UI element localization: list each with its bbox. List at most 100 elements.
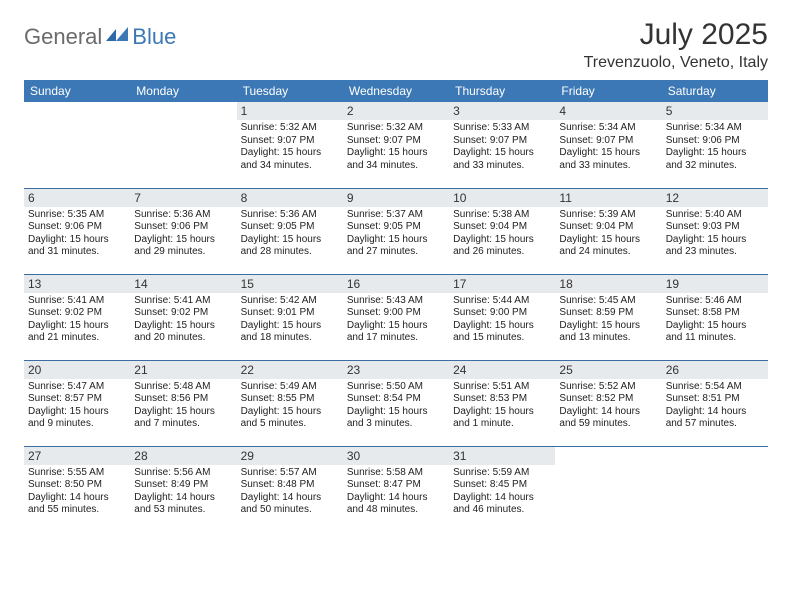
day-details: Sunrise: 5:33 AMSunset: 9:07 PMDaylight:…: [453, 122, 551, 172]
calendar-cell: 20Sunrise: 5:47 AMSunset: 8:57 PMDayligh…: [24, 360, 130, 446]
day-details: Sunrise: 5:36 AMSunset: 9:06 PMDaylight:…: [134, 209, 232, 259]
day-details: Sunrise: 5:32 AMSunset: 9:07 PMDaylight:…: [347, 122, 445, 172]
calendar-cell: 17 Sunrise: 5:44 AMSunset: 9:00 PMDayligh…: [449, 274, 555, 360]
day-number: 7: [130, 189, 236, 207]
calendar-cell: 23Sunrise: 5:50 AMSunset: 8:54 PMDayligh…: [343, 360, 449, 446]
day-number: [662, 447, 768, 465]
day-details: Sunrise: 5:36 AMSunset: 9:05 PMDaylight:…: [241, 209, 339, 259]
day-number: 18: [555, 275, 661, 293]
day-number: 28: [130, 447, 236, 465]
day-details: Sunrise: 5:41 AMSunset: 9:02 PMDaylight:…: [134, 295, 232, 345]
day-details: Sunrise: 5:37 AMSunset: 9:05 PMDaylight:…: [347, 209, 445, 259]
day-number: 6: [24, 189, 130, 207]
day-details: Sunrise: 5:50 AMSunset: 8:54 PMDaylight:…: [347, 381, 445, 431]
calendar-cell: 27Sunrise: 5:55 AMSunset: 8:50 PMDayligh…: [24, 446, 130, 532]
day-number: 25: [555, 361, 661, 379]
day-number: 30: [343, 447, 449, 465]
calendar-cell: 9 Sunrise: 5:37 AMSunset: 9:05 PMDaylight…: [343, 188, 449, 274]
logo: General Blue: [24, 24, 176, 50]
day-number: [130, 102, 236, 120]
calendar-row: 13Sunrise: 5:41 AMSunset: 9:02 PMDayligh…: [24, 274, 768, 360]
calendar-cell: 18 Sunrise: 5:45 AMSunset: 8:59 PMDayligh…: [555, 274, 661, 360]
calendar-row: 1Sunrise: 5:32 AMSunset: 9:07 PMDaylight…: [24, 102, 768, 188]
calendar-cell: 10 Sunrise: 5:38 AMSunset: 9:04 PMDayligh…: [449, 188, 555, 274]
logo-word1: General: [24, 24, 102, 50]
day-number: 22: [237, 361, 343, 379]
calendar-cell: 2 Sunrise: 5:32 AMSunset: 9:07 PMDaylight…: [343, 102, 449, 188]
calendar-cell: 14 Sunrise: 5:41 AMSunset: 9:02 PMDayligh…: [130, 274, 236, 360]
day-number: [555, 447, 661, 465]
title-block: July 2025 Trevenzuolo, Veneto, Italy: [584, 18, 768, 72]
day-details: Sunrise: 5:54 AMSunset: 8:51 PMDaylight:…: [666, 381, 764, 431]
calendar-page: General Blue July 2025 Trevenzuolo, Vene…: [0, 0, 792, 612]
calendar-row: 27Sunrise: 5:55 AMSunset: 8:50 PMDayligh…: [24, 446, 768, 532]
day-details: Sunrise: 5:40 AMSunset: 9:03 PMDaylight:…: [666, 209, 764, 259]
day-number: 31: [449, 447, 555, 465]
calendar-cell: [662, 446, 768, 532]
day-details: Sunrise: 5:34 AMSunset: 9:07 PMDaylight:…: [559, 122, 657, 172]
calendar-cell: [24, 102, 130, 188]
day-number: 17: [449, 275, 555, 293]
calendar-cell: 31Sunrise: 5:59 AMSunset: 8:45 PMDayligh…: [449, 446, 555, 532]
day-number: 29: [237, 447, 343, 465]
day-number: 26: [662, 361, 768, 379]
day-number: 27: [24, 447, 130, 465]
day-header-row: Sunday Monday Tuesday Wednesday Thursday…: [24, 80, 768, 102]
flag-icon: [106, 27, 130, 45]
col-friday: Friday: [555, 80, 661, 102]
day-number: 10: [449, 189, 555, 207]
calendar-cell: [130, 102, 236, 188]
calendar-cell: 13 Sunrise: 5:41 AMSunset: 9:02 PMDayligh…: [24, 274, 130, 360]
day-number: 4: [555, 102, 661, 120]
day-number: 3: [449, 102, 555, 120]
calendar-cell: 4 Sunrise: 5:34 AMSunset: 9:07 PMDaylight…: [555, 102, 661, 188]
calendar-cell: 1 Sunrise: 5:32 AMSunset: 9:07 PMDaylight…: [237, 102, 343, 188]
day-details: Sunrise: 5:52 AMSunset: 8:52 PMDaylight:…: [559, 381, 657, 431]
header: General Blue July 2025 Trevenzuolo, Vene…: [24, 18, 768, 72]
calendar-cell: 8 Sunrise: 5:36 AMSunset: 9:05 PMDaylight…: [237, 188, 343, 274]
calendar-cell: 3 Sunrise: 5:33 AMSunset: 9:07 PMDaylight…: [449, 102, 555, 188]
day-number: 14: [130, 275, 236, 293]
calendar-cell: 11Sunrise: 5:39 AMSunset: 9:04 PMDayligh…: [555, 188, 661, 274]
day-details: Sunrise: 5:41 AMSunset: 9:02 PMDaylight:…: [28, 295, 126, 345]
day-details: Sunrise: 5:58 AMSunset: 8:47 PMDaylight:…: [347, 467, 445, 517]
day-details: Sunrise: 5:44 AMSunset: 9:00 PMDaylight:…: [453, 295, 551, 345]
day-number: 21: [130, 361, 236, 379]
calendar-cell: 16Sunrise: 5:43 AMSunset: 9:00 PMDayligh…: [343, 274, 449, 360]
day-details: Sunrise: 5:48 AMSunset: 8:56 PMDaylight:…: [134, 381, 232, 431]
day-details: Sunrise: 5:43 AMSunset: 9:00 PMDaylight:…: [347, 295, 445, 345]
location: Trevenzuolo, Veneto, Italy: [584, 54, 768, 72]
day-details: Sunrise: 5:32 AMSunset: 9:07 PMDaylight:…: [241, 122, 339, 172]
day-details: Sunrise: 5:35 AMSunset: 9:06 PMDaylight:…: [28, 209, 126, 259]
day-details: Sunrise: 5:49 AMSunset: 8:55 PMDaylight:…: [241, 381, 339, 431]
day-number: 13: [24, 275, 130, 293]
calendar-cell: 21 Sunrise: 5:48 AMSunset: 8:56 PMDayligh…: [130, 360, 236, 446]
calendar-cell: [555, 446, 661, 532]
calendar-row: 6 Sunrise: 5:35 AMSunset: 9:06 PMDaylight…: [24, 188, 768, 274]
calendar-table: Sunday Monday Tuesday Wednesday Thursday…: [24, 80, 768, 532]
logo-word2: Blue: [132, 24, 176, 50]
calendar-cell: 7 Sunrise: 5:36 AMSunset: 9:06 PMDaylight…: [130, 188, 236, 274]
day-number: 2: [343, 102, 449, 120]
col-monday: Monday: [130, 80, 236, 102]
day-number: 5: [662, 102, 768, 120]
day-number: 1: [237, 102, 343, 120]
day-number: 8: [237, 189, 343, 207]
day-details: Sunrise: 5:51 AMSunset: 8:53 PMDaylight:…: [453, 381, 551, 431]
day-details: Sunrise: 5:38 AMSunset: 9:04 PMDaylight:…: [453, 209, 551, 259]
calendar-cell: 12Sunrise: 5:40 AMSunset: 9:03 PMDayligh…: [662, 188, 768, 274]
day-details: Sunrise: 5:46 AMSunset: 8:58 PMDaylight:…: [666, 295, 764, 345]
day-number: 9: [343, 189, 449, 207]
day-number: 19: [662, 275, 768, 293]
day-number: 20: [24, 361, 130, 379]
day-details: Sunrise: 5:45 AMSunset: 8:59 PMDaylight:…: [559, 295, 657, 345]
calendar-cell: 6 Sunrise: 5:35 AMSunset: 9:06 PMDaylight…: [24, 188, 130, 274]
day-details: Sunrise: 5:42 AMSunset: 9:01 PMDaylight:…: [241, 295, 339, 345]
day-number: 11: [555, 189, 661, 207]
calendar-cell: 19 Sunrise: 5:46 AMSunset: 8:58 PMDayligh…: [662, 274, 768, 360]
day-number: 24: [449, 361, 555, 379]
calendar-cell: 22 Sunrise: 5:49 AMSunset: 8:55 PMDayligh…: [237, 360, 343, 446]
calendar-cell: 30 Sunrise: 5:58 AMSunset: 8:47 PMDayligh…: [343, 446, 449, 532]
calendar-cell: 28Sunrise: 5:56 AMSunset: 8:49 PMDayligh…: [130, 446, 236, 532]
calendar-cell: 24 Sunrise: 5:51 AMSunset: 8:53 PMDayligh…: [449, 360, 555, 446]
